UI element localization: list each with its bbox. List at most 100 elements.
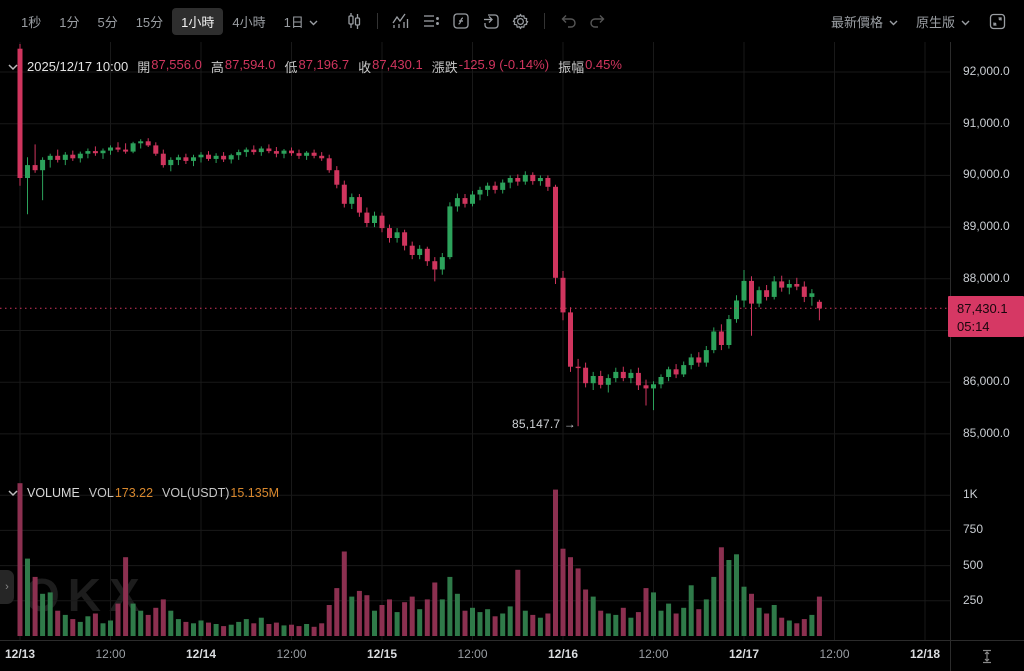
expand-icon[interactable] (984, 8, 1010, 34)
volume-bar (311, 626, 317, 636)
interval-1m-button[interactable]: 1分 (59, 14, 80, 30)
axis-separator-horizontal (0, 640, 1024, 641)
interval-1h-button[interactable]: 1小時 (172, 7, 224, 35)
price-mode-dropdown[interactable]: 最新價格 (825, 8, 904, 35)
candle-body (236, 152, 242, 156)
volume-bar (62, 614, 68, 636)
candle-body (356, 197, 362, 213)
candle-body (764, 290, 770, 297)
volume-bar (183, 621, 189, 636)
candle-body (530, 174, 536, 182)
volume-bar (681, 607, 687, 636)
undo-icon[interactable] (555, 8, 581, 34)
volume-bar (243, 619, 249, 636)
volume-bar (85, 616, 91, 636)
volume-bar (115, 603, 121, 636)
candle-body (809, 293, 815, 297)
chevron-right-icon: › (5, 581, 9, 593)
open-label: 開 (137, 60, 151, 75)
interval-4h-button[interactable]: 4小時 (232, 14, 266, 30)
interval-1d-dropdown[interactable]: 1日 (275, 8, 327, 35)
collapse-chevron-icon[interactable] (8, 486, 18, 500)
candle-body (711, 331, 717, 351)
candle-body (470, 194, 475, 204)
panel-expand-handle[interactable]: › (0, 570, 14, 604)
candle-body (507, 178, 513, 183)
candle-body (138, 141, 144, 144)
candle-body (311, 152, 317, 156)
candle-body (749, 280, 754, 304)
candle-body (537, 178, 543, 182)
candle-body (447, 206, 453, 258)
candle-body (175, 157, 181, 160)
candle-body (598, 376, 604, 385)
candle-body (296, 153, 302, 156)
candle-body (168, 159, 174, 166)
candle-body (160, 153, 166, 166)
candle-body (191, 157, 196, 161)
candle-body (25, 165, 30, 178)
volume-bar (470, 607, 475, 636)
settings-gear-icon[interactable] (508, 8, 534, 34)
volume-bar (703, 599, 709, 636)
volume-bar (145, 614, 151, 636)
volume-bar (266, 624, 272, 636)
volume-bar (409, 596, 415, 636)
time-axis-label: 12/17 (728, 647, 760, 661)
chart-style-candles-icon[interactable] (341, 8, 367, 34)
interval-1s-button[interactable]: 1秒 (21, 14, 42, 30)
volume-axis-label: 750 (963, 522, 984, 537)
volume-bar (40, 593, 46, 636)
export-box-icon[interactable] (478, 8, 504, 34)
volume-bar (25, 558, 30, 636)
volume-bar (32, 576, 38, 636)
volume-bar (734, 554, 739, 636)
volume-bar (319, 623, 325, 636)
candle-body (123, 149, 129, 152)
candle-body (273, 151, 279, 154)
candle-body (17, 48, 23, 179)
candle-body (130, 143, 136, 152)
volume-bar (741, 586, 747, 636)
axis-scale-reset-icon[interactable] (950, 641, 1024, 671)
volume-bar (394, 612, 400, 636)
volume-bar (387, 599, 392, 636)
price-axis-label: 89,000.0 (963, 219, 1010, 234)
candle-body (643, 385, 649, 389)
vol-usdt-label: VOL(USDT) (162, 486, 230, 500)
formula-box-icon[interactable] (448, 8, 474, 34)
volume-bar (809, 614, 815, 636)
volume-bar (296, 626, 302, 636)
interval-5m-button[interactable]: 5分 (97, 14, 118, 30)
candle-body (206, 154, 211, 159)
volume-bar (341, 551, 347, 636)
price-axis[interactable]: 92,000.0 91,000.0 90,000.0 89,000.0 88,000.0… (950, 42, 1024, 640)
volume-bar (221, 626, 227, 636)
version-dropdown[interactable]: 原生版 (910, 8, 976, 35)
candle-body (379, 215, 385, 229)
interval-15m-button[interactable]: 15分 (135, 14, 164, 30)
volume-bar (17, 483, 23, 636)
time-axis[interactable]: 12/13 12:00 12/14 12:00 12/15 12:00 12/16 12:00… (0, 640, 950, 671)
candle-body (289, 150, 294, 154)
current-price-tag[interactable]: 87,430.1 05:14 (948, 296, 1024, 337)
indicators-icon[interactable] (388, 8, 414, 34)
redo-icon[interactable] (585, 8, 611, 34)
change-label: 漲跌 (431, 60, 458, 75)
volume-bar (228, 624, 234, 636)
layout-list-icon[interactable] (418, 8, 444, 34)
volume-bar (364, 595, 370, 636)
volume-bar (756, 607, 762, 636)
volume-bar (138, 610, 144, 636)
time-axis-label: 12:00 (95, 647, 126, 661)
candle-countdown: 05:14 (957, 319, 990, 335)
volume-bar (658, 610, 664, 636)
candle-body (477, 189, 483, 195)
volume-bar (92, 613, 98, 636)
high-value: 87,594.0 (224, 57, 276, 72)
candle-body (794, 284, 800, 287)
collapse-chevron-icon[interactable] (8, 59, 18, 74)
volume-bar (108, 620, 113, 636)
